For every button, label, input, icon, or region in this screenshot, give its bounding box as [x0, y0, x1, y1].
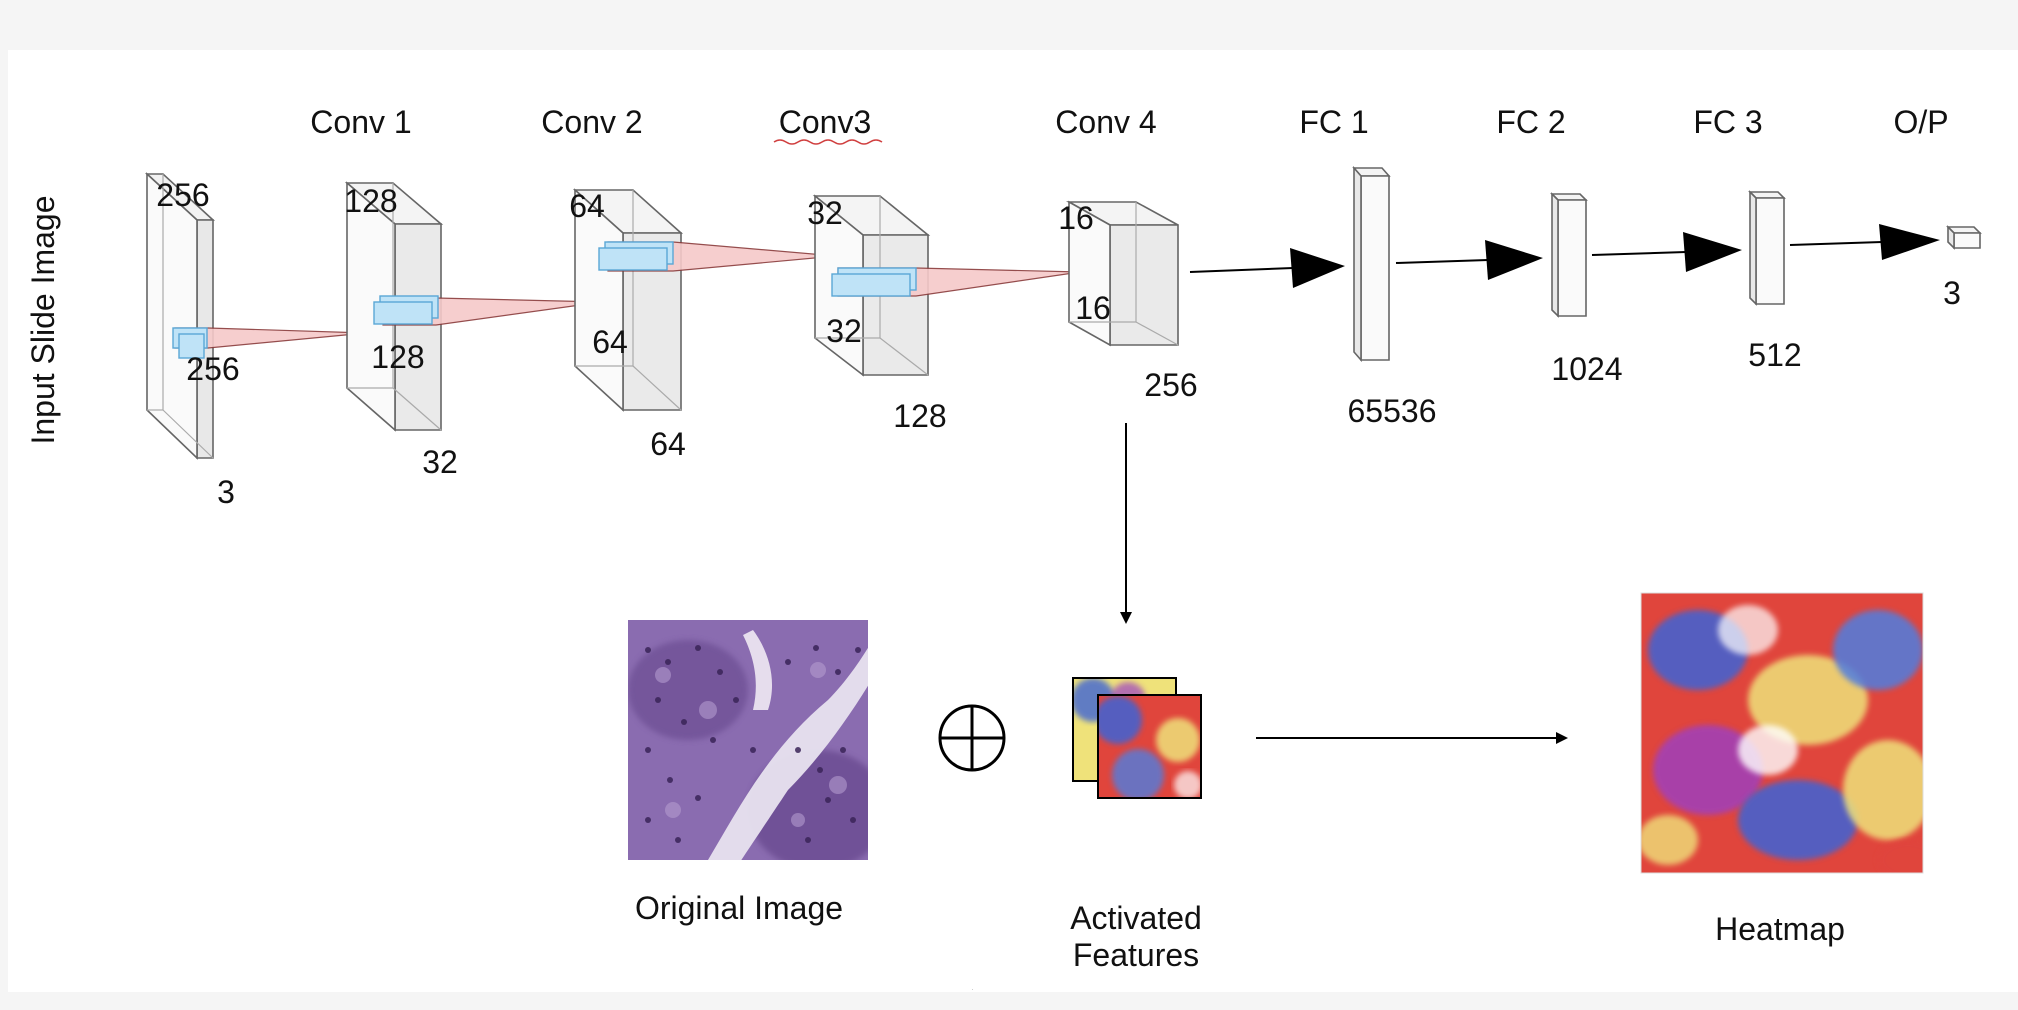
- conv4-top-label: 16: [1058, 200, 1094, 236]
- conv1-bottom-label: 32: [422, 444, 458, 480]
- conv4-block: [1065, 200, 1179, 347]
- conv3-header: Conv3: [779, 104, 872, 140]
- original-image-caption: Original Image: [635, 890, 843, 926]
- conv3-bottom-label: 128: [893, 398, 946, 434]
- conv1-header: Conv 1: [310, 104, 411, 140]
- fc1-block: [1352, 165, 1391, 363]
- forward-arrow-conv4-fc1: [1189, 248, 1345, 288]
- forward-arrow-fc2-fc3: [1591, 232, 1742, 272]
- conv2-bottom-label: 64: [650, 426, 686, 462]
- conv1-mid-label: 128: [371, 339, 424, 375]
- conv4-bottom-label: 256: [1144, 367, 1197, 403]
- input-bottom-label: 3: [217, 474, 235, 510]
- activated-features-maps: [1072, 677, 1202, 799]
- forward-arrow-fc1-fc2: [1395, 240, 1543, 280]
- conv2-kernel: [598, 241, 837, 272]
- conv2-mid-label: 64: [592, 324, 628, 360]
- fc1-size-label: 65536: [1348, 393, 1437, 429]
- conv1-top-label: 128: [344, 183, 397, 219]
- conv2-top-label: 64: [569, 188, 605, 224]
- plus-symbol-text: ⊕: [972, 989, 973, 991]
- fc2-size-label: 1024: [1551, 351, 1622, 387]
- conv1-kernel: [373, 295, 603, 326]
- input-block: [144, 172, 216, 460]
- fc2-block: [1550, 192, 1588, 318]
- output-block: [1946, 225, 1982, 250]
- conv4-header: Conv 4: [1055, 104, 1156, 140]
- output-size-label: 3: [1943, 275, 1961, 311]
- heatmap-image: [1640, 592, 1924, 874]
- fc1-header: FC 1: [1299, 104, 1368, 140]
- activated-caption-line2: Features: [1073, 937, 1199, 973]
- heatmap-caption: Heatmap: [1715, 911, 1845, 947]
- forward-arrow-fc3-output: [1789, 224, 1940, 260]
- fc3-header: FC 3: [1693, 104, 1762, 140]
- spellcheck-underline: [773, 139, 883, 145]
- conv4-mid-label: 16: [1075, 290, 1111, 326]
- conv3-mid-label: 32: [826, 313, 862, 349]
- conv2-header: Conv 2: [541, 104, 642, 140]
- diagram-canvas: Input Slide Image Conv 1 Conv 2 Conv3 Co…: [8, 50, 2018, 992]
- activated-caption-line1: Activated: [1070, 900, 1202, 936]
- input-side-label: Input Slide Image: [25, 195, 61, 444]
- cnn-architecture-diagram: Input Slide Image Conv 1 Conv 2 Conv3 Co…: [25, 104, 1982, 991]
- conv1-block: [344, 181, 444, 432]
- conv3-kernel: [831, 267, 1081, 297]
- fc2-header: FC 2: [1496, 104, 1565, 140]
- input-mid-label: 256: [186, 351, 239, 387]
- input-kernel: [172, 327, 367, 359]
- conv3-top-label: 32: [807, 195, 843, 231]
- fc3-block: [1748, 190, 1786, 306]
- output-header: O/P: [1893, 104, 1948, 140]
- plus-operator: [938, 704, 1006, 772]
- input-top-label: 256: [156, 177, 209, 213]
- original-image: [628, 620, 868, 860]
- fc3-size-label: 512: [1748, 337, 1801, 373]
